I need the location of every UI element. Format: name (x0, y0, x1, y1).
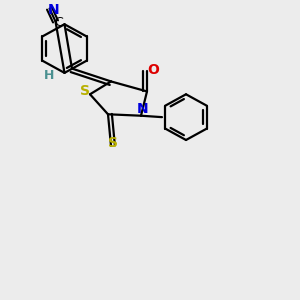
Text: N: N (47, 3, 59, 17)
Text: O: O (147, 63, 159, 77)
Text: H: H (44, 69, 55, 82)
Text: C: C (55, 16, 64, 29)
Text: S: S (80, 84, 91, 98)
Text: S: S (108, 136, 118, 150)
Text: N: N (137, 102, 148, 116)
